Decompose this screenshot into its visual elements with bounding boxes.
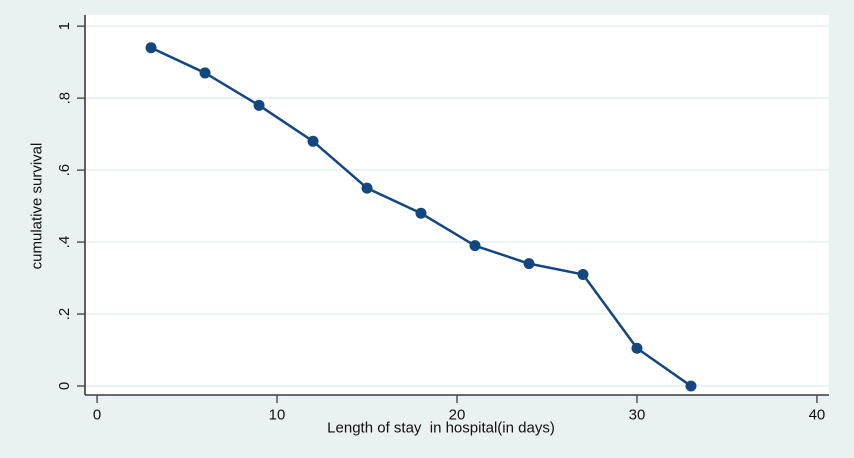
- data-point-marker: [361, 182, 373, 194]
- x-tick-label: 10: [269, 406, 286, 423]
- data-point-marker: [685, 380, 697, 392]
- data-point-marker: [199, 67, 211, 79]
- x-tick-label: 30: [629, 406, 646, 423]
- y-tick-label: 1: [56, 22, 73, 30]
- data-point-marker: [145, 42, 157, 54]
- data-point-marker: [469, 240, 481, 252]
- y-tick-label: 0: [56, 382, 73, 390]
- data-point-marker: [523, 258, 535, 270]
- y-tick-label: .4: [56, 236, 73, 249]
- data-point-marker: [307, 135, 319, 147]
- data-point-marker: [415, 207, 427, 219]
- data-point-marker: [577, 268, 589, 280]
- x-tick-label: 0: [93, 406, 101, 423]
- x-axis-title: Length of stay in hospital(in days): [327, 419, 555, 437]
- plot-area: [85, 15, 829, 395]
- x-tick-label: 20: [449, 406, 466, 423]
- y-tick-label: .6: [56, 164, 73, 177]
- y-tick-label: .2: [56, 308, 73, 321]
- y-axis-title: cumulative survival: [28, 142, 46, 270]
- x-tick-label: 40: [809, 406, 826, 423]
- y-tick-label: .8: [56, 92, 73, 105]
- data-point-marker: [253, 99, 265, 111]
- data-point-marker: [631, 342, 643, 354]
